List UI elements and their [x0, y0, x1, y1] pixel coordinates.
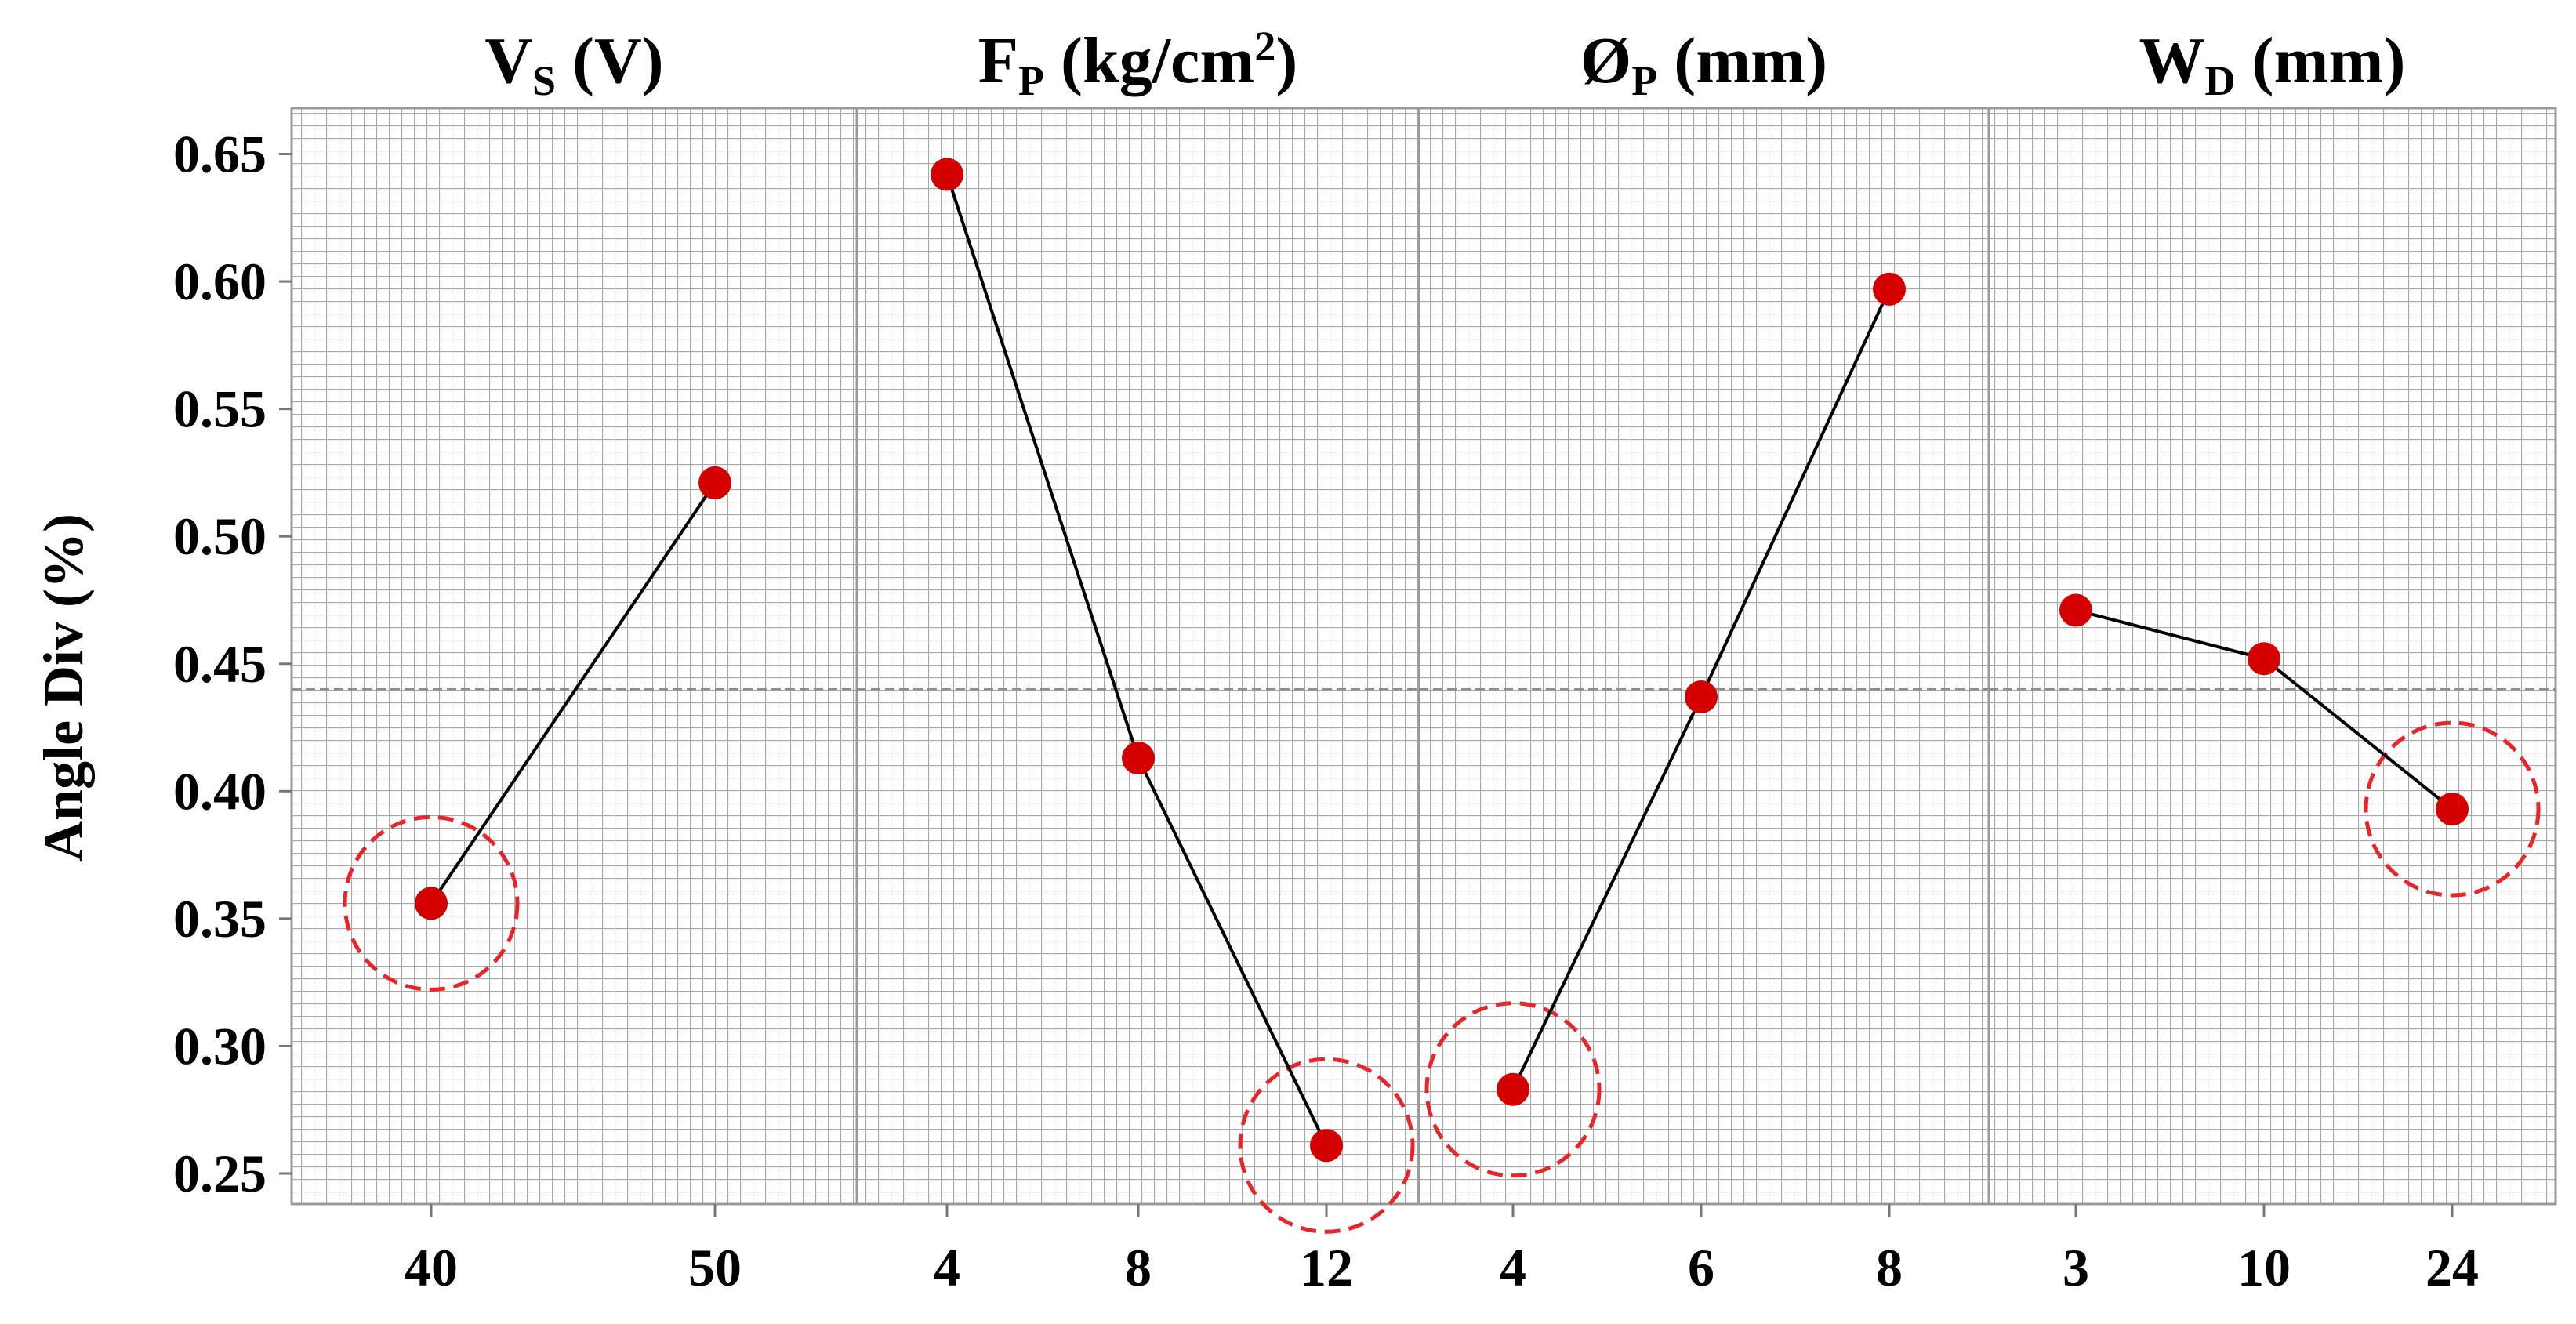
data-point [698, 466, 731, 499]
panel-title-subscript: P [1631, 57, 1657, 104]
panel-title-main: W [2139, 24, 2205, 97]
x-tick-label: 24 [2425, 1238, 2479, 1297]
x-tick-label: 4 [934, 1238, 960, 1297]
panel-grid [292, 108, 857, 1204]
x-tick-label: 8 [1125, 1238, 1152, 1297]
panel-title: ØP (mm) [1580, 24, 1827, 104]
x-tick-label: 4 [1500, 1238, 1526, 1297]
x-tick-label: 50 [688, 1238, 742, 1297]
data-point [2436, 793, 2469, 826]
panel-grid [857, 108, 1419, 1204]
panel-3: ØP (mm) 4 6 8 [1417, 24, 1990, 1297]
panel-title-main: F [978, 24, 1018, 97]
data-point [1497, 1072, 1529, 1106]
data-point [2059, 593, 2092, 627]
x-tick-label: 6 [1688, 1238, 1714, 1297]
panel-title-tail: ) [1275, 24, 1297, 97]
panel-title-unit: (mm) [1657, 24, 1827, 97]
y-axis: 0.25 0.30 0.35 0.40 0.45 0.50 0.55 0.60 0.65 [173, 125, 292, 1203]
panel-title: FP (kg/cm2) [978, 23, 1298, 104]
y-tick-label: 0.40 [173, 761, 267, 821]
optimal-level-highlight [1238, 1057, 1415, 1234]
x-tick-label: 3 [2063, 1238, 2089, 1297]
panel-title-unit: (kg/cm [1044, 24, 1254, 97]
panel-4: WD (mm) 3 10 24 [1987, 24, 2557, 1297]
data-point [415, 887, 448, 920]
data-point [1122, 742, 1155, 775]
y-tick-label: 0.55 [173, 379, 267, 439]
y-tick-label: 0.45 [173, 634, 267, 694]
data-point [1310, 1129, 1343, 1163]
panel-grid [1419, 108, 1989, 1204]
panel-title-subscript: P [1018, 57, 1044, 104]
panel-border [1987, 107, 2557, 1206]
y-axis-title: Angle Div (%) [32, 513, 95, 862]
y-tick-label: 0.50 [173, 506, 267, 566]
panel-title-superscript: 2 [1254, 23, 1275, 70]
panel-title-main: Ø [1580, 24, 1631, 97]
data-point [2248, 642, 2280, 676]
data-point [1873, 272, 1906, 306]
x-tick-label: 8 [1876, 1238, 1903, 1297]
data-point [1685, 680, 1718, 714]
panel-1: VS (V) 40 50 [290, 24, 858, 1297]
optimal-level-highlight [2364, 720, 2541, 898]
optimal-level-highlight [1424, 1001, 1602, 1178]
panel-title-unit: (V) [556, 24, 664, 97]
panel-2: FP (kg/cm2) 4 8 12 [855, 23, 1420, 1297]
y-tick-label: 0.60 [173, 252, 267, 311]
y-tick-label: 0.25 [173, 1144, 267, 1203]
optimal-level-highlight [343, 814, 520, 992]
x-tick-label: 40 [405, 1238, 458, 1297]
x-tick-label: 12 [1300, 1238, 1353, 1297]
panel-title-main: V [484, 24, 532, 97]
panel-title-subscript: S [532, 57, 556, 104]
y-tick-label: 0.65 [173, 125, 267, 184]
y-tick-label: 0.30 [173, 1016, 267, 1076]
data-point [931, 158, 963, 191]
panel-title-subscript: D [2205, 57, 2236, 104]
panel-title: WD (mm) [2139, 24, 2406, 104]
x-tick-label: 10 [2237, 1238, 2291, 1297]
series-line [430, 481, 717, 905]
panel-title-unit: (mm) [2236, 24, 2406, 97]
panel-title: VS (V) [484, 24, 663, 104]
y-tick-label: 0.35 [173, 889, 267, 949]
